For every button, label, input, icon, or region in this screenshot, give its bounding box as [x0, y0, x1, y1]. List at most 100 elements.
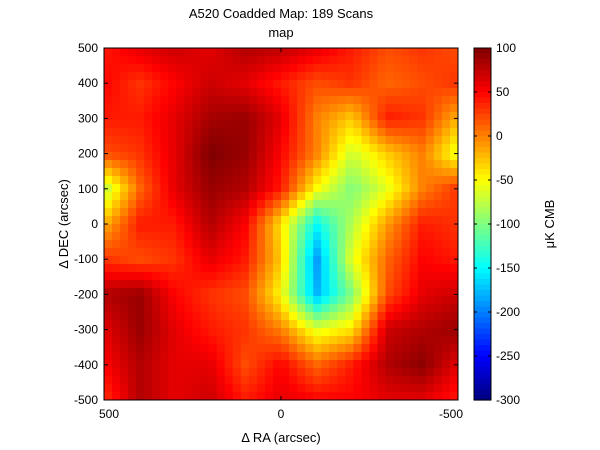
- heatmap-cell: [160, 176, 169, 185]
- heatmap-cell: [152, 152, 161, 161]
- heatmap-cell: [385, 248, 395, 257]
- heatmap-cell: [144, 256, 153, 265]
- colorbar-tick-label: 0: [496, 129, 503, 143]
- heatmap-cell: [272, 288, 282, 297]
- heatmap-cell: [176, 64, 186, 73]
- heatmap-cell: [401, 112, 411, 121]
- colorbar-segment: [474, 312, 491, 319]
- heatmap-cell: [192, 304, 202, 313]
- heatmap-cell: [361, 192, 371, 201]
- heatmap-cell: [433, 368, 443, 377]
- heatmap-cell: [160, 384, 169, 393]
- heatmap-cell: [449, 104, 458, 113]
- heatmap-cell: [441, 224, 451, 233]
- heatmap-cell: [321, 56, 330, 65]
- heatmap-cell: [313, 192, 322, 201]
- heatmap-cell: [160, 248, 169, 257]
- heatmap-cell: [281, 120, 290, 129]
- heatmap-cell: [345, 48, 355, 57]
- heatmap-cell: [232, 80, 242, 89]
- heatmap-cell: [441, 56, 451, 65]
- heatmap-cell: [200, 56, 210, 65]
- heatmap-cell: [256, 272, 266, 281]
- heatmap-cell: [321, 384, 330, 393]
- heatmap-cell: [216, 176, 226, 185]
- heatmap-cell: [297, 376, 306, 385]
- heatmap-cell: [393, 144, 403, 153]
- heatmap-cell: [321, 312, 330, 321]
- heatmap-cell: [152, 360, 161, 369]
- heatmap-cell: [281, 304, 290, 313]
- heatmap-cell: [112, 192, 121, 201]
- heatmap-cell: [152, 136, 161, 145]
- heatmap-cell: [449, 296, 458, 305]
- heatmap-cell: [377, 240, 387, 249]
- heatmap-cell: [152, 352, 161, 361]
- heatmap-cell: [441, 176, 451, 185]
- heatmap-cell: [409, 96, 419, 105]
- heatmap-cell: [264, 280, 274, 289]
- heatmap-cell: [200, 144, 210, 153]
- heatmap-cell: [160, 360, 169, 369]
- heatmap-cell: [184, 336, 194, 345]
- heatmap-cell: [104, 296, 113, 305]
- heatmap-cell: [120, 248, 129, 257]
- heatmap-cell: [120, 192, 129, 201]
- heatmap-cell: [337, 112, 346, 121]
- heatmap-cell: [433, 320, 443, 329]
- heatmap-cell: [305, 200, 314, 209]
- heatmap-cell: [112, 360, 121, 369]
- heatmap-cell: [425, 136, 435, 145]
- heatmap-cell: [152, 392, 161, 400]
- heatmap-cell: [409, 280, 419, 289]
- heatmap-cell: [104, 344, 113, 353]
- heatmap-cell: [264, 96, 274, 105]
- heatmap-cell: [305, 328, 314, 337]
- heatmap-cell: [361, 200, 371, 209]
- heatmap-cell: [377, 64, 387, 73]
- heatmap-cell: [281, 248, 290, 257]
- heatmap-cell: [256, 80, 266, 89]
- heatmap-cell: [120, 240, 129, 249]
- heatmap-cell: [369, 336, 379, 345]
- heatmap-cell: [281, 352, 290, 361]
- heatmap-cell: [329, 72, 338, 81]
- heatmap-cell: [329, 360, 338, 369]
- heatmap-cell: [361, 224, 371, 233]
- heatmap-cell: [272, 80, 282, 89]
- heatmap-cell: [425, 216, 435, 225]
- heatmap-cell: [224, 344, 234, 353]
- heatmap-cell: [264, 176, 274, 185]
- heatmap-cell: [393, 384, 403, 393]
- heatmap-cell: [168, 80, 178, 89]
- heatmap-cell: [104, 392, 113, 400]
- heatmap-cell: [417, 168, 427, 177]
- heatmap-cell: [345, 184, 355, 193]
- heatmap-cell: [353, 248, 363, 257]
- heatmap-cell: [353, 48, 363, 57]
- heatmap-cell: [329, 48, 338, 57]
- heatmap-cell: [345, 168, 355, 177]
- heatmap-cell: [433, 392, 443, 400]
- heatmap-cell: [232, 264, 242, 273]
- heatmap-cell: [297, 88, 306, 97]
- colorbar-segment: [474, 290, 491, 297]
- heatmap-cell: [272, 248, 282, 257]
- heatmap-cell: [393, 136, 403, 145]
- heatmap-cell: [289, 64, 298, 73]
- heatmap-cell: [281, 328, 290, 337]
- heatmap-cell: [385, 376, 395, 385]
- heatmap-cell: [192, 232, 202, 241]
- heatmap-cell: [152, 224, 161, 233]
- heatmap-cell: [272, 392, 282, 400]
- heatmap-cell: [224, 352, 234, 361]
- colorbar-segment: [474, 394, 491, 401]
- heatmap-cell: [248, 328, 258, 337]
- heatmap-cell: [160, 56, 169, 65]
- colorbar-segment: [474, 185, 491, 192]
- heatmap-cell: [224, 80, 234, 89]
- chart-title: A520 Coadded Map: 189 Scans: [189, 6, 374, 21]
- heatmap-cell: [377, 296, 387, 305]
- heatmap-cell: [449, 336, 458, 345]
- heatmap-cell: [160, 320, 169, 329]
